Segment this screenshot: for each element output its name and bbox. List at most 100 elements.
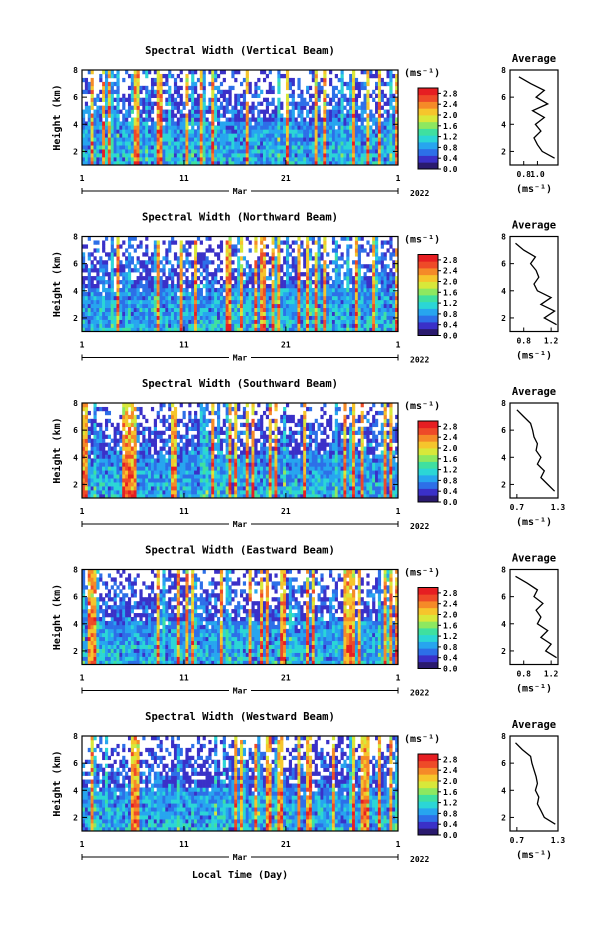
heatmap-cell xyxy=(202,327,206,332)
heatmap-cell xyxy=(383,311,387,316)
heatmap-cell xyxy=(179,153,183,158)
heatmap-cell xyxy=(99,454,103,459)
colorbar-tick-label: 1.6 xyxy=(443,288,458,297)
heatmap-cell xyxy=(346,315,350,320)
heatmap-cell xyxy=(130,486,135,491)
heatmap-cell xyxy=(145,129,149,134)
heatmap-cell xyxy=(217,129,221,134)
heatmap-cell xyxy=(191,125,195,130)
heatmap-cell xyxy=(119,280,123,285)
heatmap-cell xyxy=(171,149,175,154)
heatmap-cell xyxy=(268,276,272,281)
heatmap-cell xyxy=(346,157,350,162)
heatmap-cell xyxy=(125,458,129,463)
heatmap-cell xyxy=(363,291,367,297)
heatmap-cell xyxy=(199,260,203,265)
heatmap-cell xyxy=(251,272,255,277)
heatmap-cell xyxy=(317,105,321,110)
heatmap-cell xyxy=(208,129,212,134)
heatmap-cell xyxy=(337,121,341,126)
heatmap-cell xyxy=(217,113,221,118)
heatmap-cell xyxy=(116,77,120,83)
panel-title: Spectral Width (Vertical Beam) xyxy=(145,45,335,57)
y-tick-label: 6 xyxy=(73,93,78,102)
profile-x-tick-label: 1.2 xyxy=(544,337,559,346)
heatmap-cell xyxy=(162,442,166,447)
heatmap-cell xyxy=(96,303,100,309)
heatmap-cell xyxy=(84,125,89,130)
heatmap-cell xyxy=(162,327,166,332)
heatmap-cell xyxy=(395,85,399,91)
heatmap-cell xyxy=(214,137,218,142)
heatmap-cell xyxy=(150,458,155,463)
heatmap-cell xyxy=(159,466,163,471)
heatmap-cell xyxy=(84,403,89,408)
heatmap-cell xyxy=(90,438,94,443)
heatmap-cell xyxy=(346,149,350,154)
heatmap-cell xyxy=(306,161,310,166)
heatmap-cell xyxy=(343,121,347,126)
heatmap-cell xyxy=(311,93,315,99)
heatmap-cell xyxy=(237,315,241,320)
heatmap-cell xyxy=(102,280,106,285)
heatmap-cell xyxy=(363,125,367,130)
heatmap-cell xyxy=(119,97,123,102)
heatmap-cell xyxy=(306,276,310,281)
heatmap-cell xyxy=(268,153,272,158)
heatmap-cell xyxy=(280,287,284,293)
heatmap-cell xyxy=(268,311,272,316)
heatmap-cell xyxy=(150,287,155,293)
heatmap-cell xyxy=(234,280,238,285)
heatmap-cell xyxy=(107,145,112,150)
heatmap-cell xyxy=(182,101,186,106)
heatmap-cell xyxy=(211,248,215,253)
heatmap-cell xyxy=(84,311,89,316)
heatmap-cell xyxy=(168,486,172,491)
heatmap-cell xyxy=(139,117,143,122)
heatmap-cell xyxy=(300,121,304,126)
heatmap-cell xyxy=(119,268,123,273)
heatmap-cell xyxy=(219,93,224,99)
heatmap-cell xyxy=(127,327,132,332)
heatmap-cell xyxy=(357,256,361,261)
heatmap-cell xyxy=(159,153,163,158)
heatmap-cell xyxy=(303,303,307,309)
heatmap-cell xyxy=(205,157,209,162)
heatmap-cell xyxy=(82,442,86,447)
heatmap-cell xyxy=(110,287,114,293)
heatmap-cell xyxy=(188,137,192,142)
heatmap-cell xyxy=(130,280,135,285)
heatmap-cell xyxy=(291,161,295,166)
heatmap-cell xyxy=(320,85,324,91)
heatmap-cell xyxy=(329,303,333,309)
heatmap-cell xyxy=(116,244,120,249)
heatmap-cell xyxy=(93,438,97,443)
heatmap-cell xyxy=(142,291,146,297)
heatmap-cell xyxy=(122,311,126,316)
heatmap-cell xyxy=(283,129,287,134)
heatmap-cell xyxy=(182,153,186,158)
heatmap-cell xyxy=(300,323,304,328)
heatmap-cell xyxy=(188,311,192,316)
heatmap-cell xyxy=(288,287,293,293)
heatmap-cell xyxy=(139,323,143,328)
heatmap-cell xyxy=(82,403,86,408)
heatmap-cell xyxy=(96,93,100,99)
heatmap-cell xyxy=(188,113,192,118)
heatmap-cell xyxy=(107,73,112,79)
heatmap-cell xyxy=(93,117,97,122)
heatmap-cell xyxy=(93,137,97,142)
heatmap-cell xyxy=(314,77,318,83)
heatmap-cell xyxy=(308,157,313,162)
heatmap-cell xyxy=(208,291,212,297)
heatmap-cell xyxy=(283,240,287,245)
heatmap-cell xyxy=(285,244,290,249)
heatmap-cell xyxy=(214,307,218,313)
heatmap-cell xyxy=(268,89,272,95)
heatmap-cell xyxy=(311,129,315,134)
heatmap-cell xyxy=(122,303,126,309)
heatmap-cell xyxy=(205,248,209,253)
heatmap-cell xyxy=(110,311,114,316)
heatmap-cell xyxy=(225,248,229,253)
heatmap-cell xyxy=(188,299,192,305)
